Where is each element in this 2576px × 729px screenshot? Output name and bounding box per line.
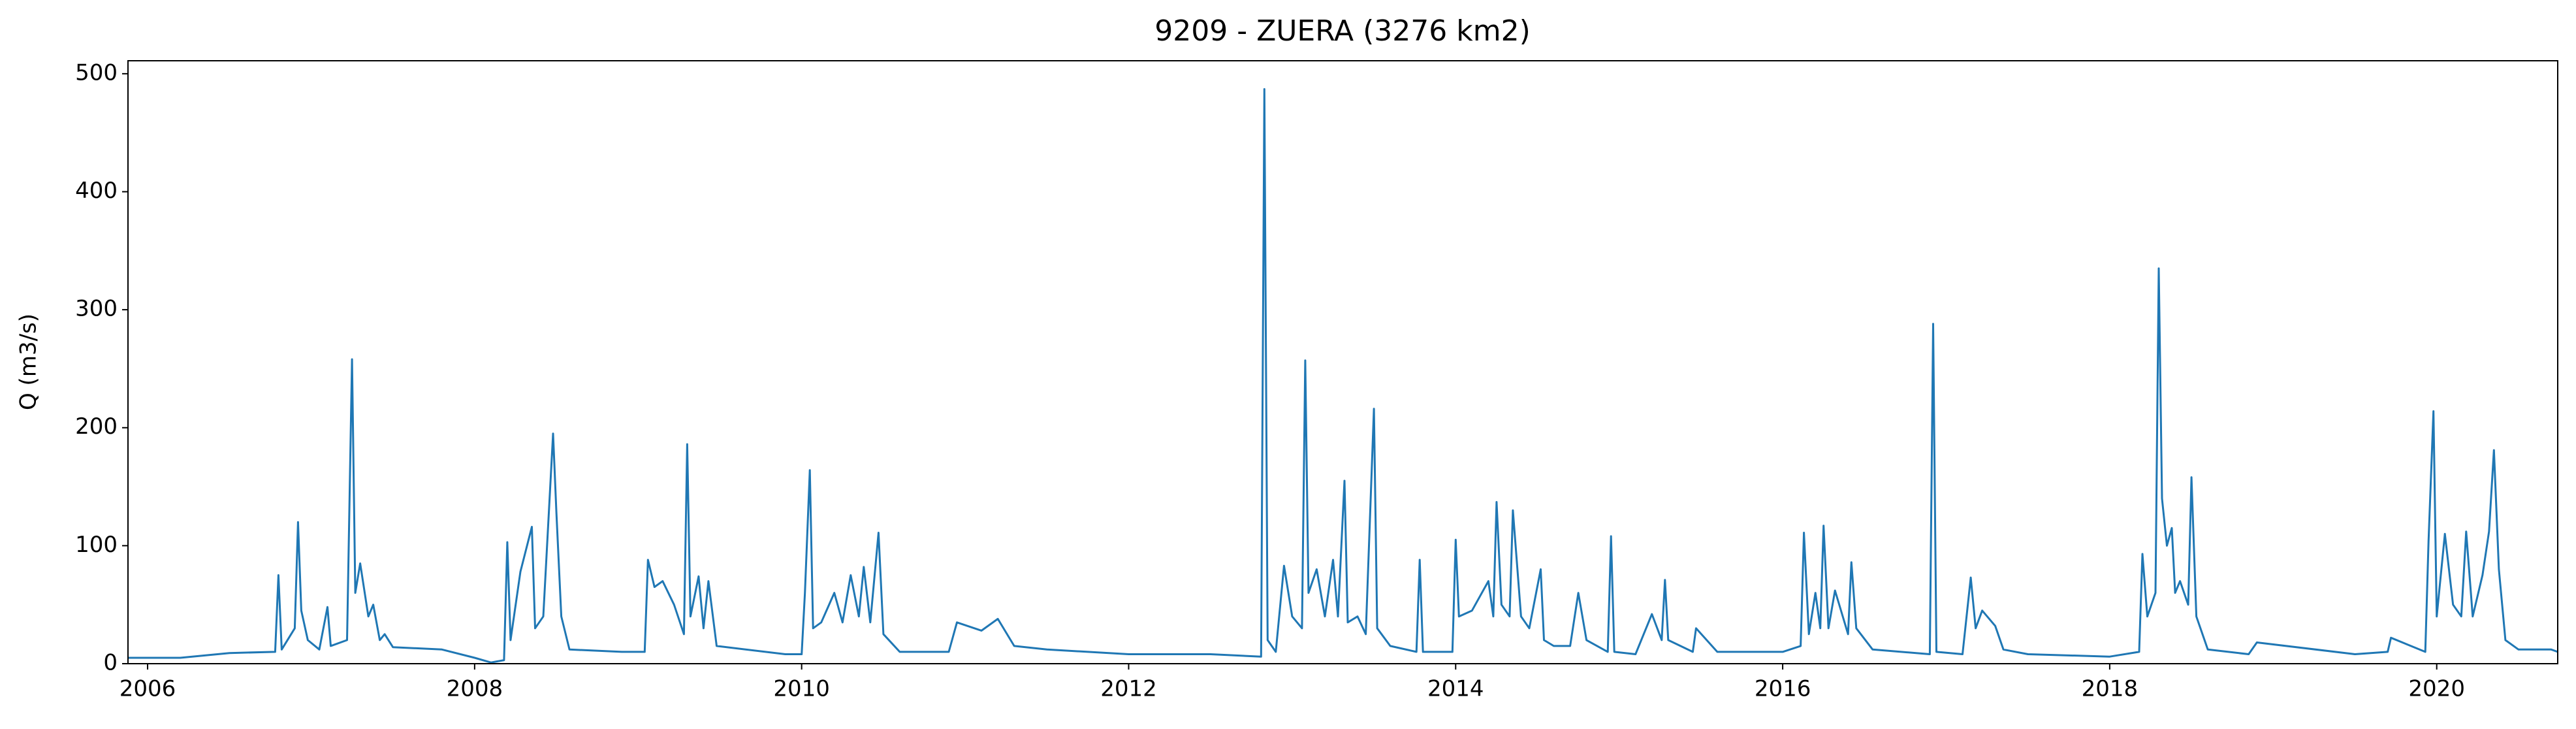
y-axis-label: Q (m3/s) [16, 314, 42, 410]
x-tick-label: 2020 [2408, 676, 2465, 702]
y-tick-label: 0 [103, 650, 118, 676]
y-tick-label: 100 [75, 532, 118, 558]
y-tick-label: 400 [75, 178, 118, 204]
x-tick-label: 2018 [2082, 676, 2139, 702]
y-tick-label: 200 [75, 413, 118, 440]
x-tick-label: 2012 [1100, 676, 1157, 702]
y-tick-label: 300 [75, 296, 118, 322]
y-tick-label: 500 [75, 59, 118, 86]
x-tick-label: 2016 [1755, 676, 1811, 702]
flow-line [128, 88, 2558, 664]
x-tick-label: 2006 [119, 676, 176, 702]
x-tick-label: 2014 [1427, 676, 1484, 702]
chart-title: 9209 - ZUERA (3276 km2) [1154, 14, 1530, 48]
x-tick-label: 2008 [447, 676, 503, 702]
plot-frame [127, 60, 2558, 664]
x-tick-label: 2010 [773, 676, 830, 702]
